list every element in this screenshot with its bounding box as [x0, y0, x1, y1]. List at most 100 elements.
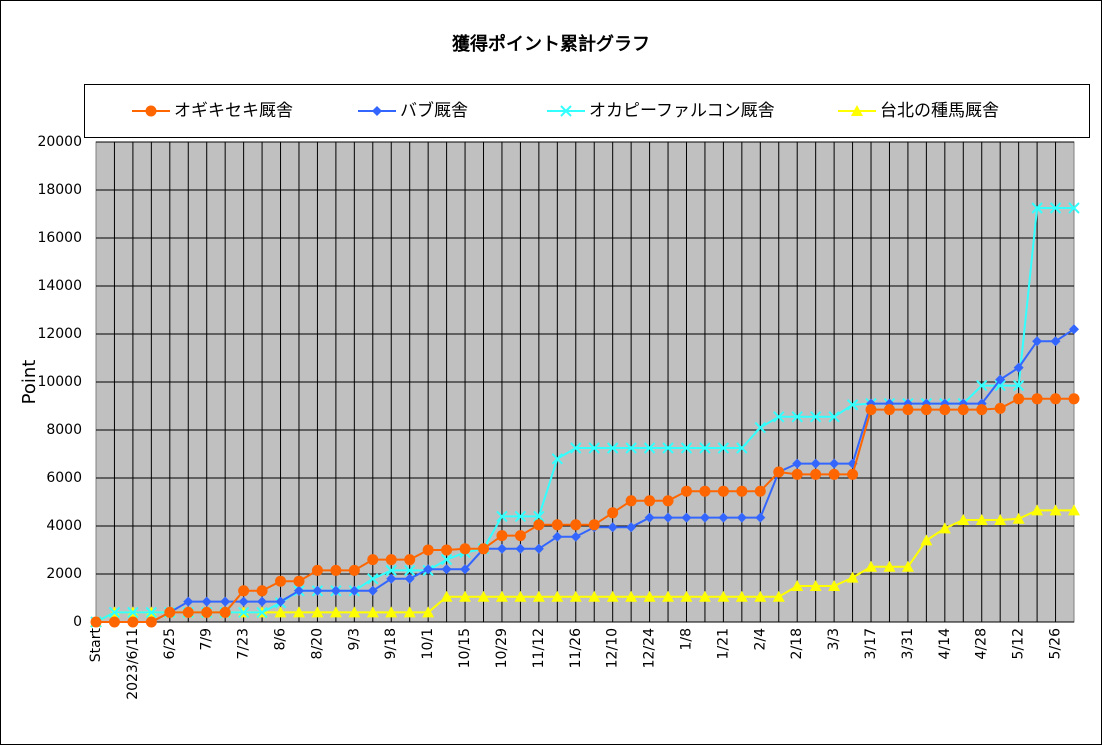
- x-tick-label: 11/12: [531, 628, 547, 668]
- marker: [275, 575, 287, 587]
- x-tick-label: 11/26: [568, 628, 584, 668]
- series: [90, 393, 1080, 628]
- marker: [588, 590, 601, 602]
- marker: [372, 106, 382, 116]
- marker: [1031, 504, 1044, 516]
- marker: [920, 404, 932, 416]
- y-tick-label: 18000: [37, 182, 82, 198]
- marker: [311, 606, 324, 618]
- marker: [367, 585, 378, 596]
- x-tick-label: 1/21: [715, 628, 731, 659]
- x-tick-label: 2/4: [752, 628, 768, 651]
- marker: [851, 105, 863, 116]
- marker: [367, 573, 379, 585]
- x-tick-label: 7/9: [199, 628, 215, 651]
- marker: [1032, 336, 1043, 347]
- marker: [755, 512, 766, 523]
- x-tick-label: Start: [88, 627, 104, 662]
- marker: [367, 554, 379, 566]
- marker: [422, 544, 434, 556]
- marker: [1049, 202, 1062, 214]
- x-tick-label: 3/31: [900, 628, 916, 659]
- marker: [626, 522, 637, 533]
- x-tick-label: 4/28: [974, 628, 990, 659]
- marker: [699, 485, 711, 497]
- marker: [220, 596, 231, 607]
- marker: [1012, 379, 1025, 392]
- marker: [735, 590, 748, 602]
- marker: [533, 510, 545, 523]
- marker: [1050, 393, 1062, 405]
- marker: [569, 590, 582, 602]
- marker: [459, 590, 472, 602]
- marker: [1031, 202, 1043, 214]
- marker: [385, 564, 397, 577]
- marker: [791, 411, 803, 423]
- marker: [736, 485, 748, 497]
- x-tick-label: 3/17: [863, 628, 879, 659]
- marker: [293, 585, 304, 596]
- marker: [183, 596, 194, 607]
- marker: [292, 606, 305, 618]
- marker: [514, 530, 526, 542]
- x-tick-label: 10/29: [494, 628, 510, 668]
- x-tick-label: 1/8: [678, 628, 694, 651]
- x-tick-label: 2/18: [789, 628, 805, 659]
- marker: [920, 534, 933, 546]
- marker: [754, 590, 767, 602]
- y-tick-label: 0: [73, 614, 82, 630]
- x-tick-label: 4/14: [937, 628, 953, 660]
- x-tick-label: 9/18: [383, 628, 399, 659]
- marker: [901, 560, 914, 572]
- marker: [514, 590, 527, 602]
- marker: [422, 606, 435, 618]
- x-tick-label: 8/6: [273, 628, 289, 651]
- marker: [366, 606, 379, 618]
- marker: [386, 573, 397, 584]
- chart-title: 獲得ポイント累計グラフ: [452, 33, 650, 55]
- marker: [145, 616, 157, 628]
- x-tick-label: 10/1: [420, 628, 436, 659]
- marker: [588, 519, 600, 531]
- marker: [477, 590, 490, 602]
- marker: [791, 468, 803, 480]
- y-tick-label: 16000: [37, 230, 82, 246]
- marker: [810, 458, 821, 469]
- marker: [1031, 393, 1043, 405]
- marker: [440, 553, 453, 566]
- marker: [515, 543, 526, 554]
- marker: [274, 606, 287, 618]
- marker: [736, 512, 747, 523]
- marker: [975, 514, 988, 525]
- marker: [182, 606, 194, 618]
- marker: [348, 564, 360, 576]
- marker: [385, 554, 397, 566]
- marker: [127, 606, 139, 619]
- marker: [403, 606, 416, 618]
- marker: [828, 411, 840, 423]
- marker: [404, 554, 416, 566]
- marker: [663, 512, 674, 523]
- marker: [625, 590, 638, 602]
- marker: [662, 590, 675, 602]
- marker: [1049, 504, 1062, 516]
- marker: [1068, 504, 1080, 516]
- marker: [644, 495, 656, 507]
- marker: [293, 575, 305, 587]
- x-tick-label: 7/23: [236, 628, 252, 659]
- marker: [1013, 393, 1025, 405]
- marker: [828, 580, 841, 591]
- marker: [847, 468, 859, 480]
- marker: [496, 543, 507, 554]
- marker: [717, 590, 730, 602]
- marker: [90, 616, 102, 628]
- marker: [552, 531, 563, 542]
- marker: [127, 616, 139, 628]
- y-tick-label: 2000: [46, 566, 82, 582]
- marker: [478, 543, 490, 555]
- marker: [829, 458, 840, 469]
- marker: [385, 606, 398, 618]
- marker: [495, 590, 508, 602]
- marker: [680, 485, 692, 497]
- marker: [625, 495, 637, 507]
